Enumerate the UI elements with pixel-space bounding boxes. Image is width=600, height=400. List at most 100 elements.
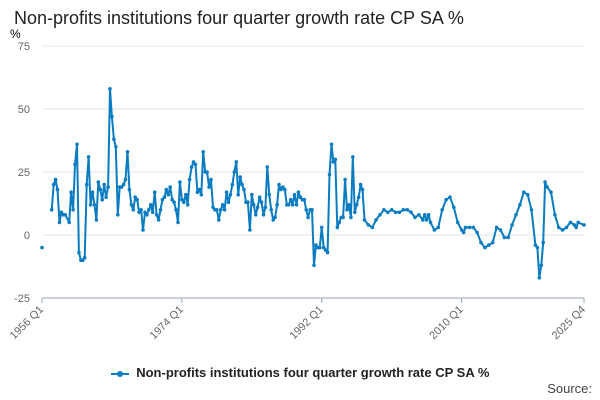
data-point[interactable] — [73, 162, 77, 167]
data-point[interactable] — [574, 225, 578, 230]
data-point[interactable] — [525, 192, 530, 197]
data-point[interactable] — [529, 208, 534, 212]
data-point[interactable] — [452, 205, 456, 210]
data-point[interactable] — [448, 195, 452, 199]
data-point[interactable] — [49, 208, 54, 212]
data-point[interactable] — [102, 182, 106, 187]
data-point[interactable] — [184, 192, 188, 197]
data-point[interactable] — [106, 185, 110, 189]
data-point[interactable] — [119, 185, 124, 189]
data-point[interactable] — [84, 182, 89, 187]
data-point[interactable] — [543, 180, 547, 184]
data-point[interactable] — [263, 205, 268, 210]
data-point[interactable] — [168, 185, 172, 189]
data-point[interactable] — [319, 225, 324, 230]
data-point[interactable] — [312, 263, 316, 268]
data-point[interactable] — [321, 245, 326, 250]
data-point[interactable] — [112, 137, 116, 141]
data-point[interactable] — [176, 220, 180, 225]
data-point[interactable] — [275, 203, 279, 207]
data-point[interactable] — [82, 255, 87, 260]
data-point[interactable] — [327, 172, 332, 177]
data-point[interactable] — [461, 230, 466, 235]
data-point[interactable] — [57, 220, 62, 225]
data-point[interactable] — [498, 228, 503, 232]
data-point[interactable] — [421, 218, 425, 222]
data-point[interactable] — [467, 225, 472, 230]
data-point[interactable] — [71, 208, 75, 212]
data-point[interactable] — [189, 165, 194, 169]
data-point[interactable] — [428, 220, 433, 225]
data-point[interactable] — [53, 177, 58, 182]
data-point[interactable] — [294, 203, 299, 207]
data-point[interactable] — [81, 258, 85, 263]
data-point[interactable] — [356, 195, 361, 199]
data-point[interactable] — [257, 195, 262, 199]
data-point[interactable] — [205, 170, 209, 174]
data-point[interactable] — [494, 225, 499, 230]
data-point[interactable] — [271, 218, 276, 222]
data-point[interactable] — [549, 190, 553, 194]
data-point[interactable] — [393, 210, 398, 215]
data-point[interactable] — [121, 182, 126, 187]
data-point[interactable] — [59, 210, 64, 215]
data-point[interactable] — [215, 208, 219, 212]
data-point[interactable] — [40, 245, 44, 250]
data-point[interactable] — [63, 213, 68, 217]
data-point[interactable] — [490, 240, 495, 245]
data-point[interactable] — [75, 142, 79, 147]
data-point[interactable] — [131, 208, 136, 212]
data-point[interactable] — [545, 185, 549, 189]
data-point[interactable] — [351, 155, 355, 159]
data-point[interactable] — [556, 225, 561, 230]
data-point[interactable] — [246, 200, 250, 204]
data-point[interactable] — [185, 203, 190, 207]
data-point[interactable] — [149, 203, 153, 207]
data-point[interactable] — [459, 228, 464, 232]
data-point[interactable] — [251, 203, 256, 207]
data-point[interactable] — [522, 190, 526, 194]
data-point[interactable] — [174, 208, 178, 212]
data-point[interactable] — [242, 187, 246, 192]
data-point[interactable] — [199, 192, 204, 197]
data-point[interactable] — [145, 213, 149, 217]
data-point[interactable] — [502, 235, 507, 240]
data-point[interactable] — [156, 218, 161, 222]
data-point[interactable] — [92, 203, 97, 207]
data-point[interactable] — [88, 203, 93, 207]
data-point[interactable] — [191, 160, 196, 164]
data-point[interactable] — [232, 170, 237, 174]
data-point[interactable] — [279, 187, 283, 192]
data-point[interactable] — [323, 248, 328, 252]
data-point[interactable] — [539, 263, 544, 268]
data-point[interactable] — [277, 182, 281, 187]
data-point[interactable] — [533, 243, 538, 247]
data-point[interactable] — [325, 250, 330, 255]
data-point[interactable] — [288, 197, 293, 202]
data-point[interactable] — [248, 228, 252, 232]
data-point[interactable] — [304, 208, 309, 212]
data-point[interactable] — [250, 192, 254, 197]
data-point[interactable] — [341, 215, 345, 220]
data-point[interactable] — [127, 187, 132, 192]
data-point[interactable] — [553, 213, 557, 217]
data-point[interactable] — [463, 225, 468, 230]
data-point[interactable] — [259, 200, 264, 204]
data-point[interactable] — [114, 145, 118, 149]
data-point[interactable] — [358, 182, 363, 187]
data-point[interactable] — [360, 187, 365, 192]
data-point[interactable] — [116, 213, 120, 217]
data-point[interactable] — [354, 203, 359, 207]
data-point[interactable] — [413, 215, 417, 220]
data-point[interactable] — [331, 160, 336, 164]
data-point[interactable] — [424, 218, 429, 222]
data-point[interactable] — [261, 213, 266, 217]
data-point[interactable] — [143, 210, 147, 215]
data-point[interactable] — [286, 203, 291, 207]
data-point[interactable] — [335, 225, 340, 230]
data-point[interactable] — [166, 192, 171, 197]
data-point[interactable] — [108, 87, 112, 91]
data-point[interactable] — [269, 208, 274, 212]
data-point[interactable] — [318, 245, 322, 250]
data-point[interactable] — [164, 187, 169, 192]
